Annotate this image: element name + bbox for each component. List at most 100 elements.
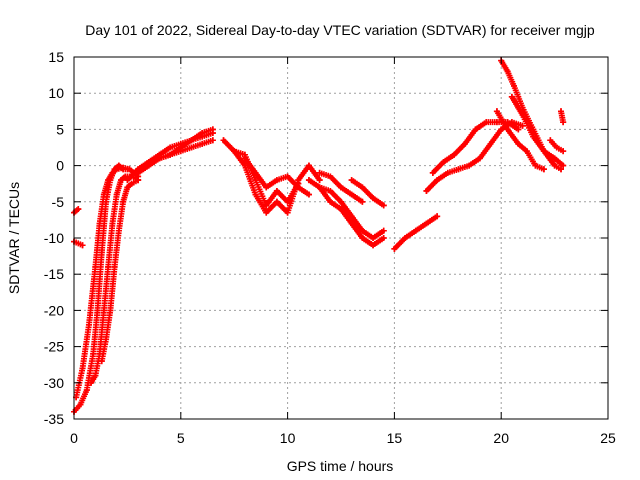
data-points xyxy=(71,57,567,415)
data-point xyxy=(472,126,479,133)
data-point xyxy=(75,206,82,213)
series-s6 xyxy=(98,177,142,365)
data-point xyxy=(305,191,312,198)
x-tick-label: 10 xyxy=(280,430,296,446)
data-point xyxy=(493,119,500,126)
data-point xyxy=(515,104,522,111)
data-point xyxy=(532,162,539,169)
series-s18 xyxy=(423,119,526,194)
data-point xyxy=(444,169,451,176)
data-point xyxy=(85,321,92,328)
x-axis-label: GPS time / hours xyxy=(287,458,394,474)
data-point xyxy=(540,166,547,173)
data-point xyxy=(100,307,107,314)
data-point xyxy=(316,169,323,176)
data-point xyxy=(519,122,526,129)
series-marks xyxy=(508,93,567,169)
data-point xyxy=(94,307,101,314)
data-point xyxy=(504,126,511,133)
y-tick-label: 0 xyxy=(56,158,64,174)
data-point xyxy=(338,198,344,205)
data-point xyxy=(558,166,565,173)
data-point xyxy=(440,158,447,165)
data-point xyxy=(553,144,560,151)
data-point xyxy=(90,350,97,357)
data-point xyxy=(429,169,436,176)
data-point xyxy=(348,220,355,227)
y-tick-label: 10 xyxy=(48,85,64,101)
series-marks xyxy=(135,137,216,176)
data-point xyxy=(327,173,334,180)
data-point xyxy=(359,235,366,241)
x-tick-label: 5 xyxy=(177,430,185,446)
data-point xyxy=(109,169,116,176)
data-point xyxy=(124,177,131,184)
data-point xyxy=(231,148,238,155)
data-point xyxy=(88,379,95,386)
data-point xyxy=(92,263,99,270)
data-point xyxy=(466,162,473,169)
data-point xyxy=(380,227,387,234)
data-point xyxy=(96,220,103,227)
data-point xyxy=(380,202,387,209)
data-point xyxy=(100,191,107,198)
data-point xyxy=(263,202,270,209)
data-point xyxy=(92,372,99,379)
data-point xyxy=(113,166,120,173)
data-point xyxy=(105,177,112,184)
data-point xyxy=(145,162,152,169)
data-point xyxy=(476,155,483,162)
data-point xyxy=(504,119,511,126)
data-point xyxy=(199,130,206,137)
series-s23 xyxy=(547,137,567,155)
data-point xyxy=(519,111,526,118)
data-point xyxy=(530,133,537,140)
y-tick-label: -25 xyxy=(44,339,64,355)
series-s24 xyxy=(558,108,567,126)
data-point xyxy=(423,220,430,227)
data-point xyxy=(348,191,355,198)
data-point xyxy=(209,137,216,144)
y-tick-label: -20 xyxy=(44,302,64,318)
series-s20 xyxy=(493,108,547,173)
data-point xyxy=(105,263,112,270)
data-point xyxy=(98,358,105,365)
series-s9 xyxy=(156,126,216,162)
data-point xyxy=(83,387,90,394)
data-point xyxy=(487,140,494,147)
data-point xyxy=(402,235,409,241)
data-point xyxy=(220,137,227,144)
data-point xyxy=(199,140,206,147)
y-tick-label: -35 xyxy=(44,411,64,427)
data-point xyxy=(188,144,195,151)
data-point xyxy=(370,242,377,249)
data-point xyxy=(504,68,511,75)
series-s2 xyxy=(71,238,86,249)
data-point xyxy=(515,140,522,147)
data-point xyxy=(167,151,174,158)
data-point xyxy=(493,108,500,115)
series-s13 xyxy=(305,177,387,241)
data-point xyxy=(263,184,270,191)
series-s1 xyxy=(71,206,82,216)
data-point xyxy=(128,180,135,187)
x-axis-ticks: 0 5 10 15 20 25 xyxy=(70,57,616,446)
x-tick-label: 25 xyxy=(600,430,616,446)
data-point xyxy=(370,195,377,202)
data-point xyxy=(284,209,291,216)
series-marks xyxy=(71,206,82,216)
data-point xyxy=(560,162,567,169)
y-tick-label: 15 xyxy=(48,49,64,65)
data-point xyxy=(295,184,302,191)
data-point xyxy=(434,177,441,184)
data-point xyxy=(380,235,387,241)
data-point xyxy=(120,164,127,171)
data-point xyxy=(135,177,142,184)
data-point xyxy=(305,177,312,184)
data-point xyxy=(305,162,312,169)
data-point xyxy=(109,220,116,227)
data-point xyxy=(483,119,490,126)
data-point xyxy=(461,140,468,147)
series-s11 xyxy=(231,148,302,209)
